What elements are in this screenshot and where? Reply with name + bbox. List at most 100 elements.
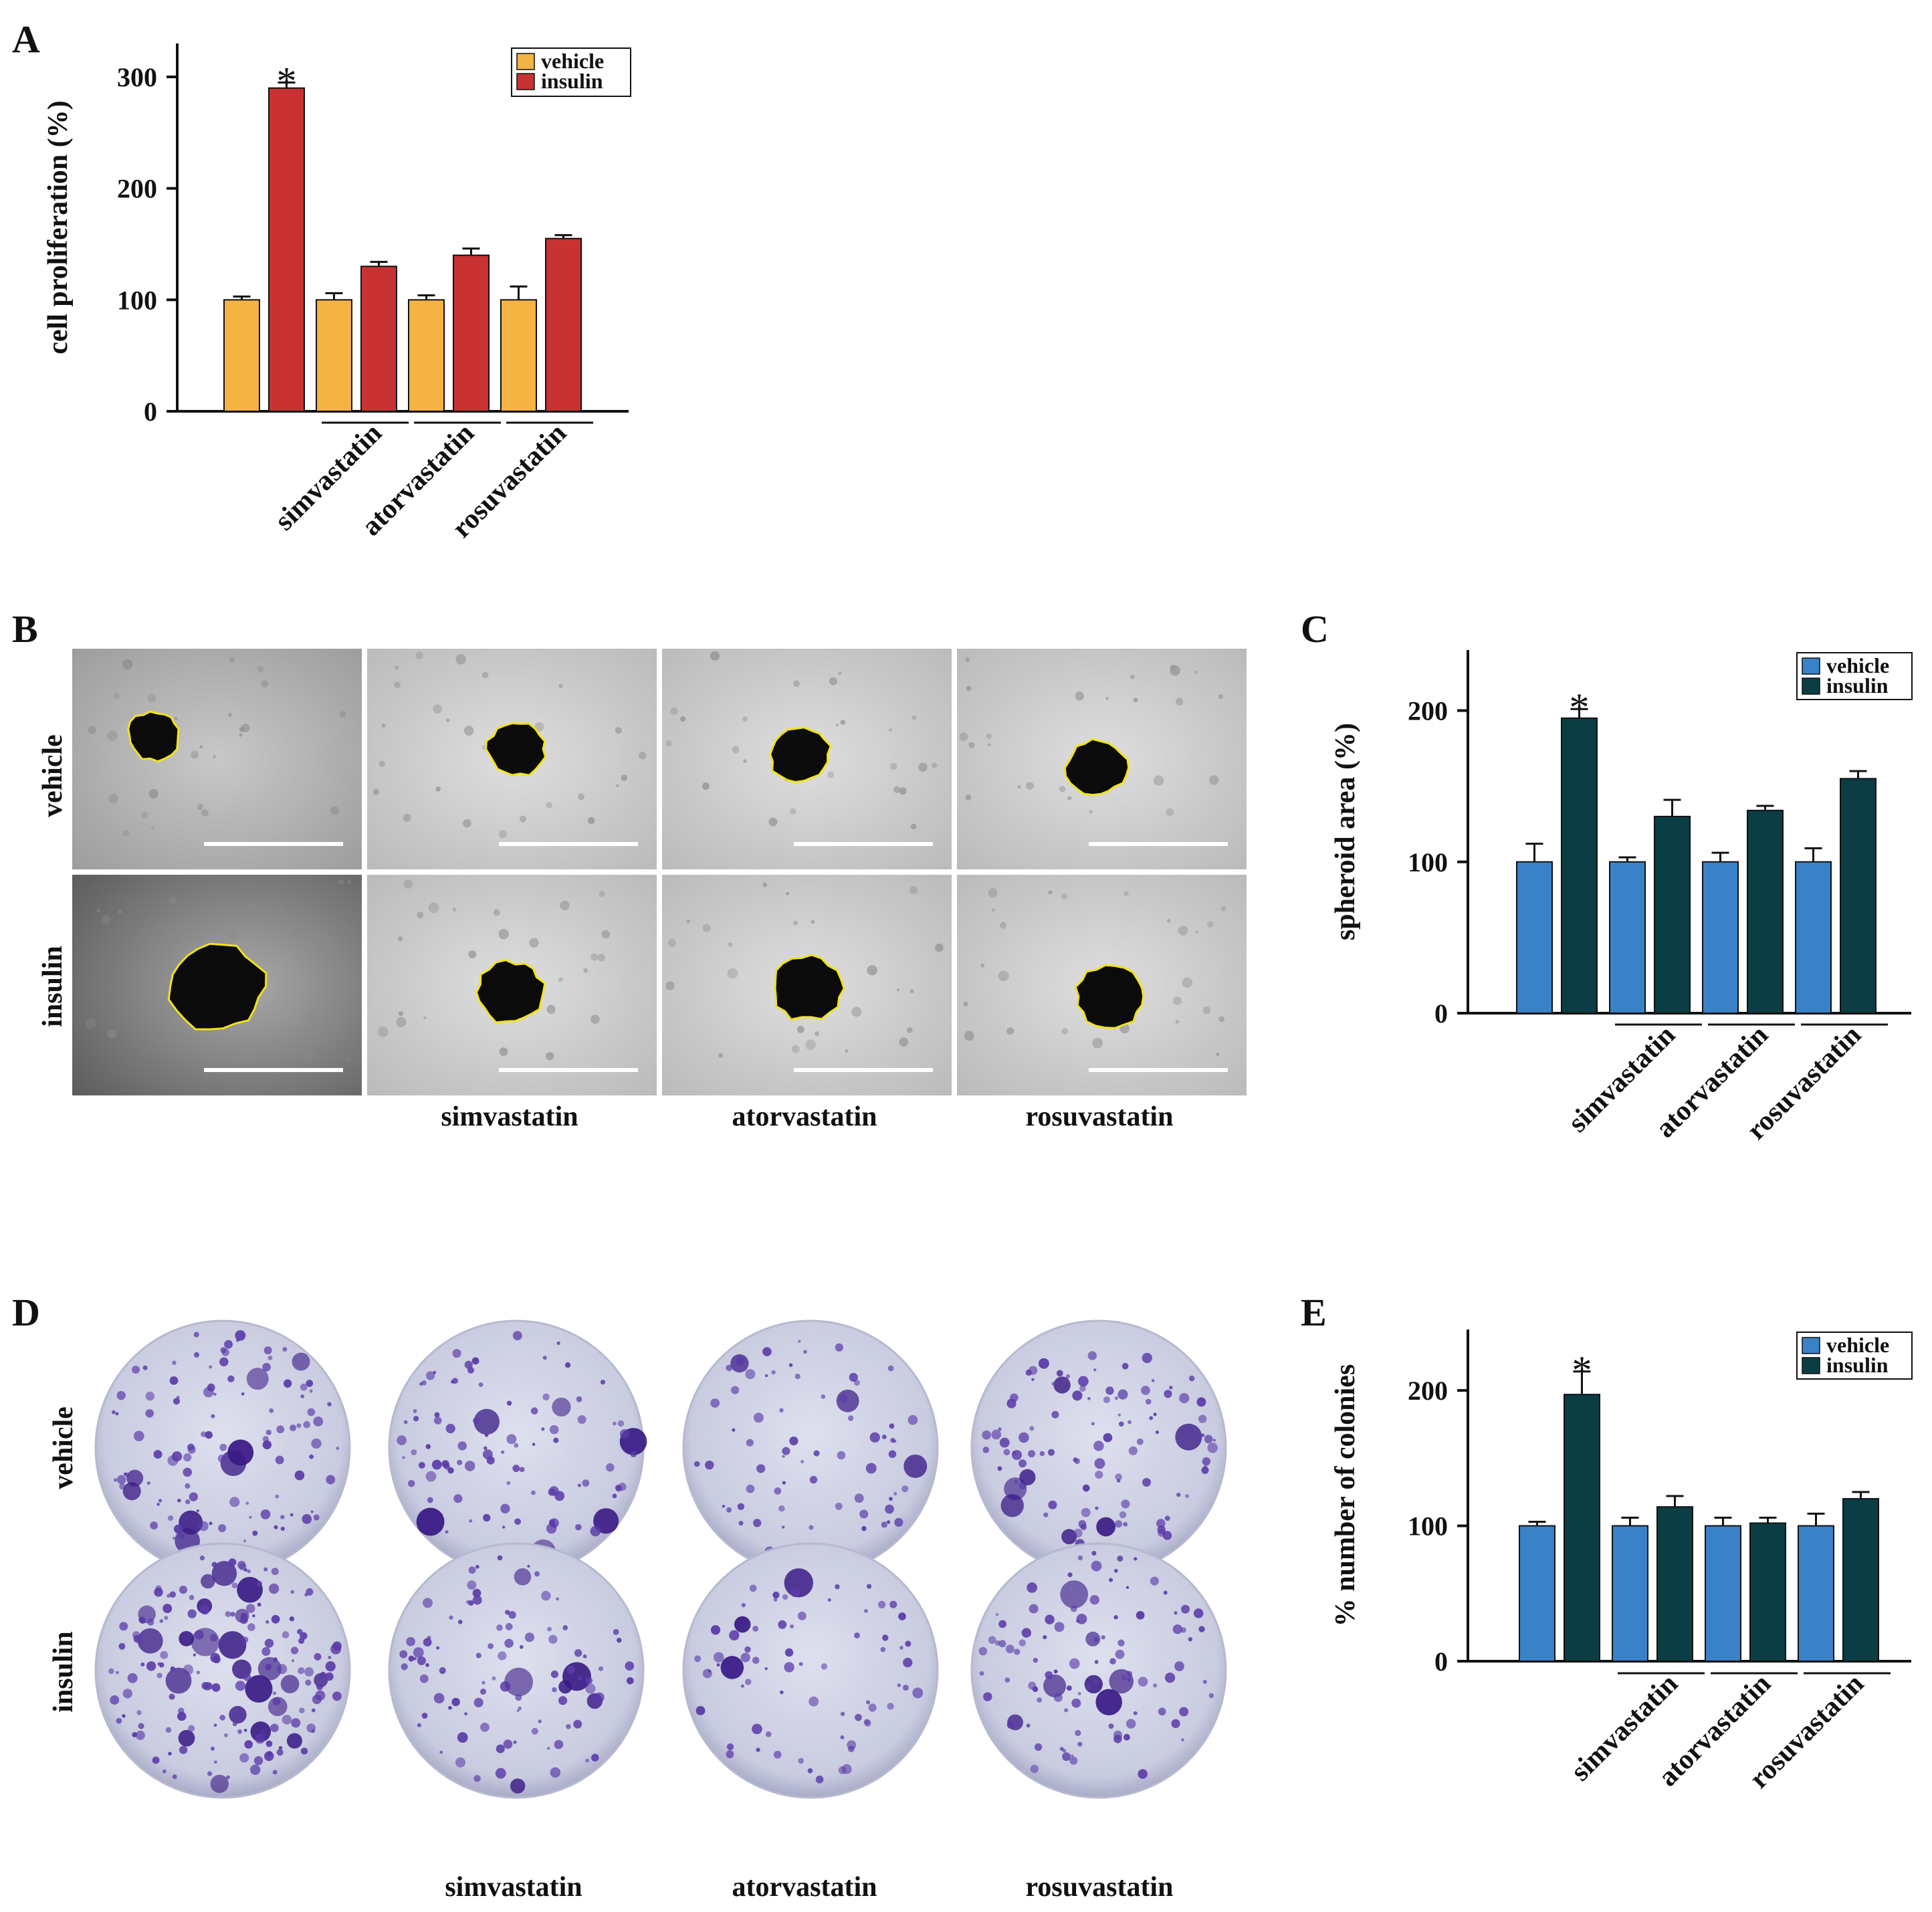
colony [211,1561,237,1586]
colony [1065,1374,1071,1379]
colony [752,1657,760,1665]
cell-debris [463,819,471,828]
colony [702,1669,712,1679]
colony [332,1641,342,1651]
colony [1085,1683,1092,1691]
colony [547,1747,550,1750]
colony [467,1580,477,1590]
colony [1092,1679,1099,1686]
colony [1155,1430,1160,1435]
colony [119,1622,128,1631]
colony [193,1653,197,1657]
cell-debris [601,930,611,939]
colony [504,1638,514,1648]
colony [782,1525,785,1529]
cell-debris [909,885,918,894]
colony [738,1521,744,1526]
colony [519,1644,524,1649]
colony [150,1521,158,1529]
colony [492,1676,496,1681]
colony [183,1665,194,1675]
colony [1175,1423,1202,1451]
colony [590,1525,601,1537]
colony [1060,1580,1089,1608]
colony [289,1616,295,1622]
cell-debris [122,830,130,837]
colony [311,1438,322,1449]
colony [562,1625,568,1630]
colony [1116,1479,1121,1483]
cell-debris [1059,785,1066,792]
colony [271,1568,279,1576]
culture-dish [94,1542,351,1799]
colony [488,1643,494,1649]
colony [498,1651,507,1661]
colony [245,1675,273,1703]
colony [1164,1515,1170,1521]
cell-debris [1061,1028,1069,1035]
colony [112,1410,116,1414]
cell-debris [169,896,177,905]
colony [407,1479,415,1487]
column-label-simvastatin-b: simvastatin [441,1101,578,1132]
colony [1117,1389,1128,1400]
colony [272,1697,281,1706]
colony [1071,1754,1074,1758]
colony [244,1740,253,1749]
colony [201,1574,215,1589]
colony [815,1776,824,1784]
colony [1091,1560,1102,1572]
colony [1200,1433,1205,1437]
panel-letter-b: B [12,607,38,651]
cell-debris [980,963,985,968]
colony [263,1346,272,1355]
colony [789,1436,798,1446]
colony [889,1497,893,1501]
colony [276,1749,284,1756]
colony [771,1370,776,1375]
colony [778,1505,785,1512]
colony [173,1524,183,1534]
colony [1128,1446,1138,1456]
cell-debris [446,718,450,722]
cell-debris [1170,665,1181,676]
colony [237,1576,263,1603]
colony [110,1695,120,1705]
culture-dish [682,1542,939,1799]
colony [577,1483,581,1487]
cell-debris [463,726,474,736]
colony [457,1620,463,1624]
colony [582,1479,590,1487]
colony [282,1347,288,1352]
colony [1141,1386,1150,1395]
colony [1030,1764,1039,1774]
colony [1101,1635,1105,1640]
colony [1053,1693,1063,1702]
cell-debris [292,928,300,936]
colony [506,1434,517,1445]
colony [439,1750,443,1754]
colony [886,1520,891,1524]
cell-debris [616,784,619,788]
cell-debris [998,970,1009,982]
colony [416,1507,445,1536]
colony [881,1435,887,1439]
colony [172,1536,176,1540]
colony [1045,1671,1053,1679]
colony [549,1518,559,1528]
cell-debris [988,743,991,746]
cell-debris [141,811,148,819]
colony [194,1630,204,1640]
colony [227,1375,235,1382]
cell-debris [499,1047,508,1057]
bar-insulin [1840,778,1876,1014]
bar-insulin [545,237,582,412]
cell-debris [966,685,972,692]
cell-debris [241,723,250,733]
cell-debris [558,683,563,688]
colony [207,1771,213,1776]
colony [513,1740,517,1744]
colony [1095,1470,1103,1479]
